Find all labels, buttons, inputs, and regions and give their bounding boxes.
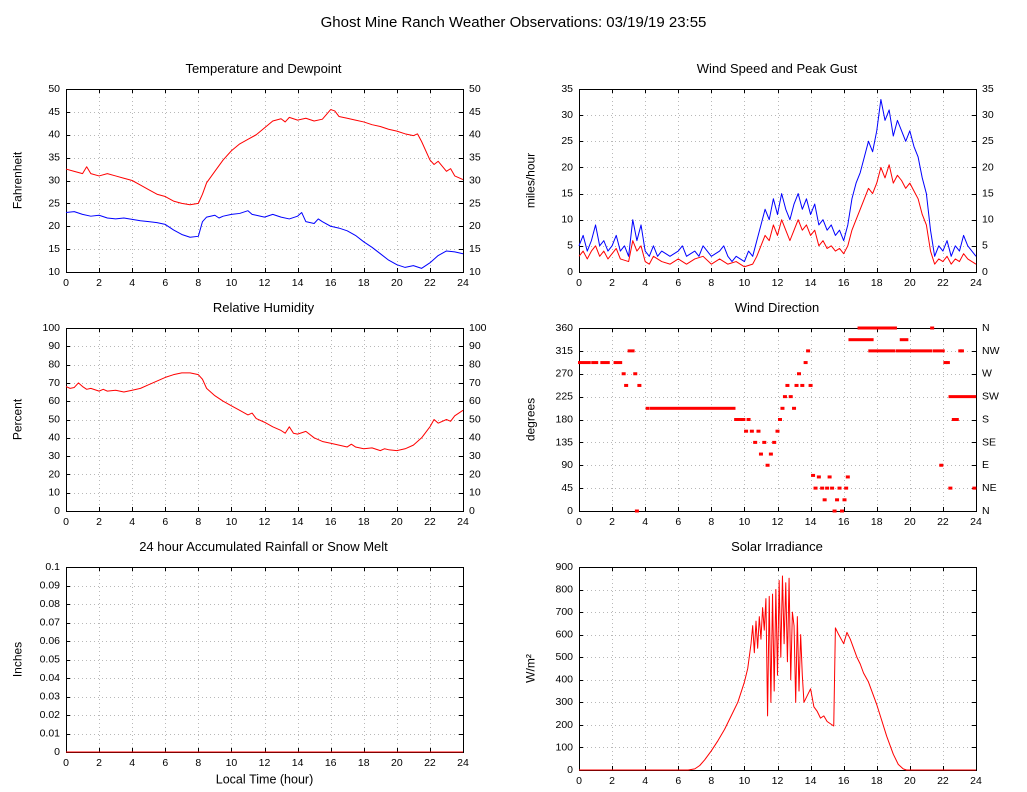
- wind-speed-gust-title: Wind Speed and Peak Gust: [696, 61, 858, 76]
- rainfall-plot: [4, 557, 509, 792]
- relative-humidity-panel: Relative Humidity: [0, 294, 513, 533]
- wind-speed-gust-plot: [517, 79, 1022, 294]
- relative-humidity-plot: [4, 318, 509, 533]
- page-title: Ghost Mine Ranch Weather Observations: 0…: [320, 14, 707, 31]
- solar-irradiance-plot: [517, 557, 1022, 792]
- wind-direction-panel: Wind Direction: [513, 294, 1027, 533]
- temperature-dewpoint-plot: [4, 79, 509, 294]
- relative-humidity-title: Relative Humidity: [212, 300, 315, 315]
- wind-speed-gust-panel: Wind Speed and Peak Gust: [513, 55, 1027, 294]
- charts-grid: Temperature and Dewpoint Wind Speed and …: [0, 55, 1027, 792]
- solar-irradiance-title: Solar Irradiance: [731, 539, 823, 554]
- rainfall-title: 24 hour Accumulated Rainfall or Snow Mel…: [139, 539, 388, 554]
- wind-direction-plot: [517, 318, 1022, 533]
- solar-irradiance-panel: Solar Irradiance: [513, 533, 1027, 792]
- temperature-dewpoint-panel: Temperature and Dewpoint: [0, 55, 513, 294]
- temperature-dewpoint-title: Temperature and Dewpoint: [185, 61, 342, 76]
- wind-direction-title: Wind Direction: [734, 300, 820, 315]
- rainfall-panel: 24 hour Accumulated Rainfall or Snow Mel…: [0, 533, 513, 792]
